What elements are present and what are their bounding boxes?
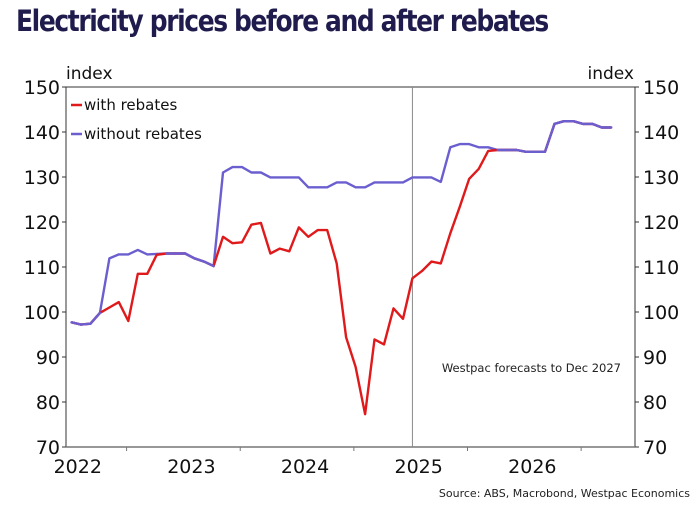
series-segment-without-rebates (183, 252, 196, 260)
right-y-tick-label: 80 (643, 392, 667, 414)
right-y-tick-label: 70 (643, 437, 667, 459)
right-y-tick-label: 120 (643, 212, 679, 234)
x-tick-label: 2025 (395, 456, 443, 478)
source-note: Source: ABS, Macrobond, Westpac Economic… (438, 487, 690, 500)
right-y-tick-label: 150 (643, 77, 679, 99)
right-y-tick-label: 140 (643, 122, 679, 144)
series-segment-without-rebates (543, 122, 556, 154)
series-segment-without-rebates (79, 322, 92, 326)
series-segment-without-rebates (202, 260, 215, 268)
legend-label-without-rebates: without rebates (84, 125, 202, 143)
left-y-tick-label: 140 (24, 122, 60, 144)
x-tick-label: 2024 (281, 456, 329, 478)
series-segment-without-rebates (572, 119, 585, 126)
legend: with rebates without rebates (71, 96, 202, 143)
x-tick-label: 2022 (54, 456, 102, 478)
forecast-annotation: Westpac forecasts to Dec 2027 (442, 361, 621, 375)
right-y-tick-label: 90 (643, 347, 667, 369)
right-y-tick-label: 110 (643, 257, 679, 279)
left-y-tick-label: 90 (36, 347, 60, 369)
right-y-tick-label: 130 (643, 167, 679, 189)
right-axis-unit-label: index (587, 64, 634, 84)
left-y-tick-label: 130 (24, 167, 60, 189)
left-y-tick-label: 110 (24, 257, 60, 279)
legend-label-with-rebates: with rebates (84, 96, 177, 114)
left-y-tick-label: 80 (36, 392, 60, 414)
series-segment-without-rebates (193, 257, 206, 263)
series-segment-without-rebates (89, 311, 102, 325)
x-tick-label: 2026 (508, 456, 556, 478)
x-tick-label: 2023 (167, 456, 215, 478)
series-segment-without-rebates (70, 321, 83, 326)
series-segment-without-rebates (553, 119, 566, 126)
series-lines (70, 119, 613, 416)
series-segment-without-rebates (515, 148, 528, 154)
chart-title: Electricity prices before and after reba… (16, 4, 549, 38)
left-y-tick-label: 100 (24, 302, 60, 324)
left-y-tick-label: 150 (24, 77, 60, 99)
axes: 70 70 80 80 90 90 100 100 110 110 120 120 130 130 140 1… (24, 77, 680, 478)
left-y-tick-label: 70 (36, 437, 60, 459)
left-y-tick-label: 120 (24, 212, 60, 234)
left-axis-unit-label: index (66, 64, 113, 84)
right-y-tick-label: 100 (643, 302, 679, 324)
series-segment-without-rebates (591, 122, 604, 129)
